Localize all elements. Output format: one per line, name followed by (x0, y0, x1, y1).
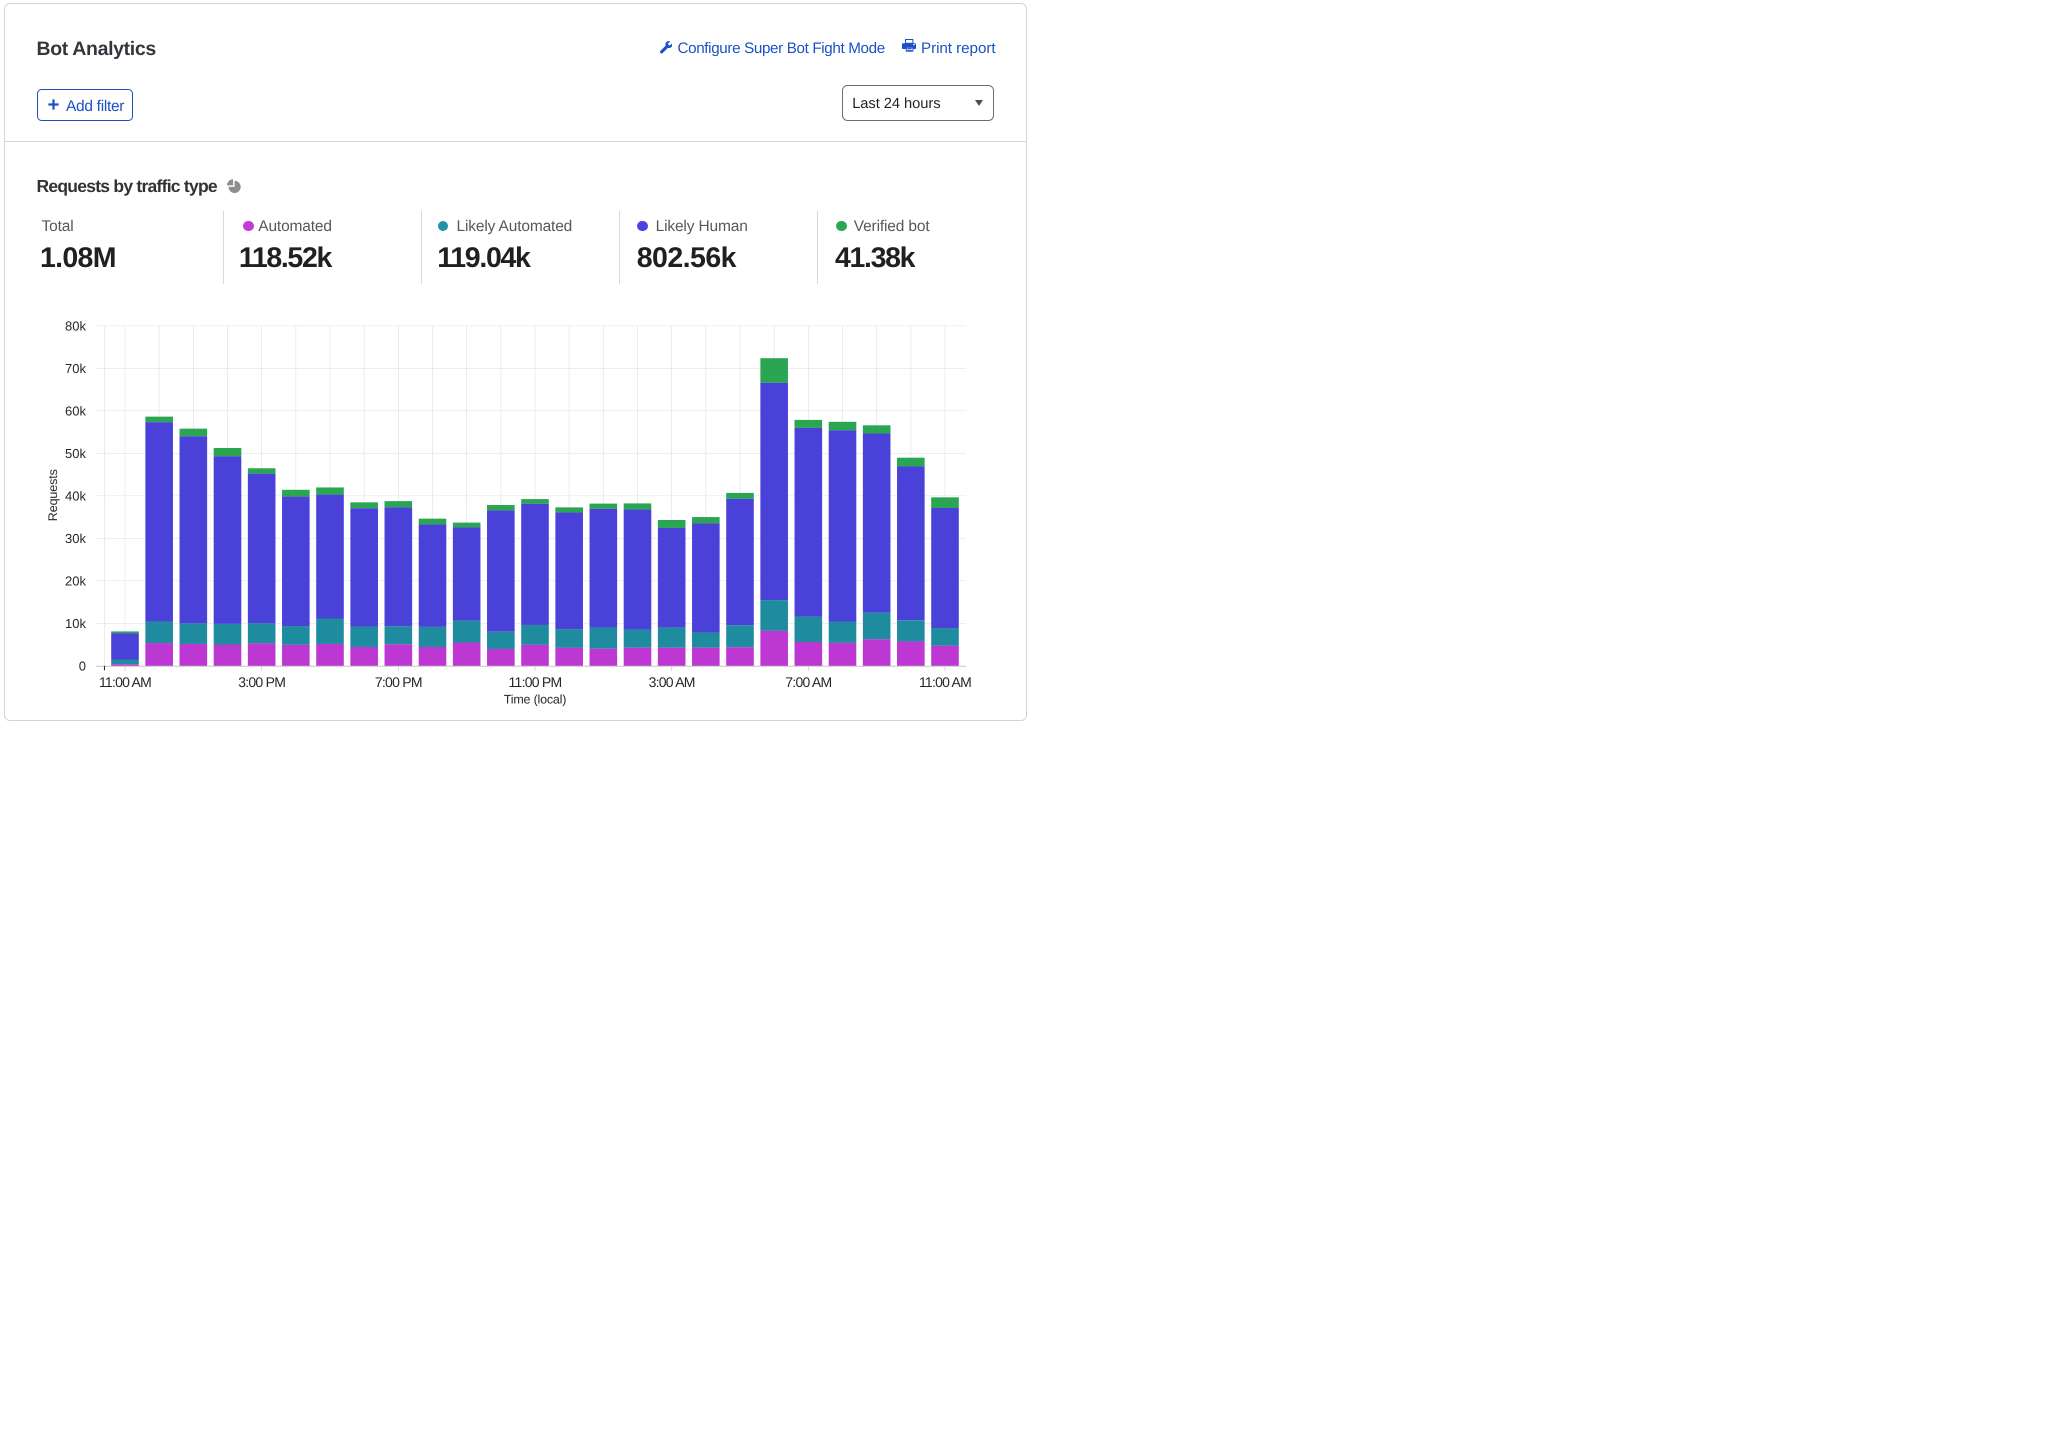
svg-text:11:00 PM: 11:00 PM (509, 674, 562, 690)
svg-text:60k: 60k (65, 404, 86, 419)
svg-text:11:00 AM: 11:00 AM (919, 674, 971, 690)
svg-text:50k: 50k (65, 446, 86, 461)
svg-text:7:00 AM: 7:00 AM (785, 674, 831, 690)
svg-text:7:00 PM: 7:00 PM (375, 674, 422, 690)
svg-text:40k: 40k (65, 489, 86, 504)
svg-text:70k: 70k (65, 361, 86, 376)
svg-text:3:00 PM: 3:00 PM (238, 674, 285, 690)
svg-text:Requests: Requests (46, 469, 60, 521)
svg-text:20k: 20k (65, 574, 86, 589)
svg-text:10k: 10k (65, 616, 86, 631)
svg-text:30k: 30k (65, 531, 86, 546)
svg-text:80k: 80k (65, 319, 86, 334)
svg-text:0: 0 (79, 659, 86, 674)
svg-text:11:00 AM: 11:00 AM (99, 674, 151, 690)
svg-text:Time (local): Time (local) (504, 692, 566, 706)
svg-text:3:00 AM: 3:00 AM (649, 674, 695, 690)
